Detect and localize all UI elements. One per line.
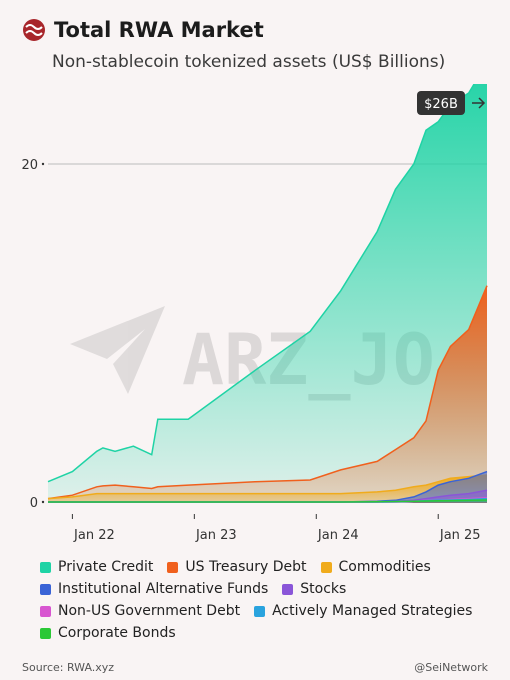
legend-swatch xyxy=(40,605,51,617)
legend-label: Non-US Government Debt xyxy=(58,603,241,619)
y-tick-mark-0 xyxy=(41,500,45,504)
legend-item-us-treasury: US Treasury Debt xyxy=(167,559,307,575)
legend-label: Private Credit xyxy=(58,559,154,575)
x-tick-label-0: Jan 22 xyxy=(73,528,115,543)
x-tick-label-1: Jan 23 xyxy=(195,528,237,543)
legend-item-stocks: Stocks xyxy=(282,581,346,597)
line-corporate-bonds xyxy=(48,499,488,503)
callout-badge xyxy=(417,91,465,115)
legend-label: US Treasury Debt xyxy=(185,559,307,575)
area-commodities xyxy=(48,475,487,502)
legend-item-inst-alt-funds: Institutional Alternative Funds xyxy=(40,581,268,597)
legend-swatch xyxy=(282,583,294,595)
legend-row: Private Credit US Treasury Debt Commoditie… xyxy=(40,556,500,578)
legend-label: Stocks xyxy=(300,581,347,597)
line-commodities xyxy=(47,474,488,500)
legend-swatch xyxy=(40,627,51,639)
value-callout: $26B xyxy=(417,91,486,115)
legend-label: Corporate Bonds xyxy=(58,625,176,641)
title-row: Total RWA Market xyxy=(22,18,490,42)
chart-subtitle: Non-stablecoin tokenized assets (US$ Bil… xyxy=(52,52,446,72)
chart-legend: Private Credit US Treasury Debt Commoditie… xyxy=(40,556,500,644)
line-private-credit xyxy=(47,84,475,483)
legend-swatch xyxy=(40,561,51,573)
callout-label: $26B xyxy=(424,97,458,112)
legend-swatch xyxy=(167,561,179,573)
legend-item-commodities: Commodities xyxy=(320,559,431,575)
arrow-right-icon xyxy=(472,97,486,109)
legend-swatch xyxy=(320,561,332,573)
legend-swatch xyxy=(254,605,266,617)
sei-logo-icon xyxy=(23,19,45,41)
plot-area: 0 20 Jan 22 Jan 23 Jan 24 Jan 25 xyxy=(21,84,488,543)
source-note: Source: RWA.xyz xyxy=(22,661,115,674)
line-us-treasury xyxy=(47,285,488,500)
y-tick-label-0: 0 xyxy=(30,496,38,511)
x-tick-label-2: Jan 24 xyxy=(317,528,359,543)
legend-swatch xyxy=(40,583,51,595)
x-tick-label-3: Jan 25 xyxy=(439,528,481,543)
legend-item-private-credit: Private Credit xyxy=(40,559,153,575)
legend-row: Corporate Bonds xyxy=(40,622,500,644)
legend-item-actively-managed: Actively Managed Strategies xyxy=(254,603,472,619)
chart-title: Total RWA Market xyxy=(54,18,264,42)
y-tick-label-20: 20 xyxy=(21,158,38,173)
y-tick-mark-20 xyxy=(41,162,45,166)
social-handle: @SeiNetwork xyxy=(414,661,488,674)
legend-label: Institutional Alternative Funds xyxy=(58,581,269,597)
area-private-credit xyxy=(48,84,487,502)
legend-label: Actively Managed Strategies xyxy=(272,603,473,619)
legend-row: Institutional Alternative Funds Stocks xyxy=(40,578,500,600)
area-corporate-bonds xyxy=(48,500,487,502)
legend-row: Non-US Government Debt Actively Managed S… xyxy=(40,600,500,622)
legend-item-corporate-bonds: Corporate Bonds xyxy=(40,625,176,641)
legend-item-non-us-gov: Non-US Government Debt xyxy=(40,603,240,619)
legend-label: Commodities xyxy=(338,559,431,575)
telegram-icon xyxy=(70,306,165,394)
chart-header: Total RWA Market xyxy=(22,18,490,42)
